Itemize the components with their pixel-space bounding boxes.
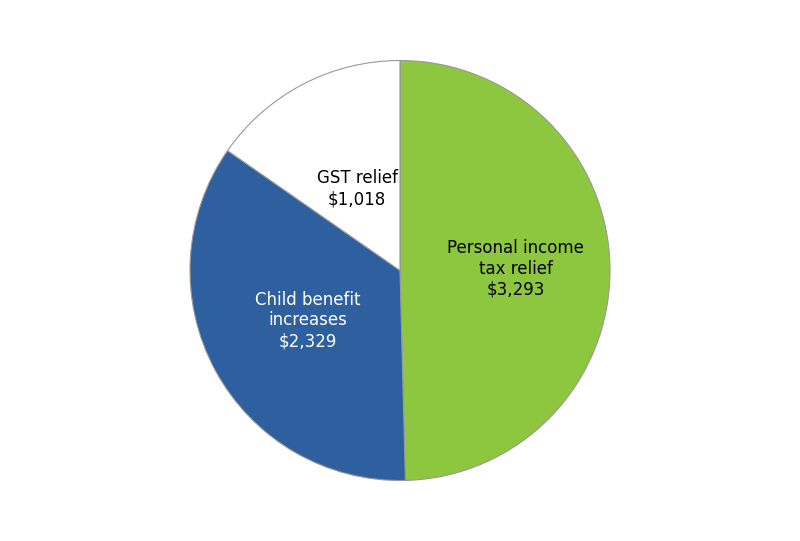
Text: Child benefit
increases
$2,329: Child benefit increases $2,329 [255, 291, 360, 350]
Wedge shape [400, 61, 610, 480]
Text: GST relief
$1,018: GST relief $1,018 [317, 169, 398, 208]
Text: Personal income
tax relief
$3,293: Personal income tax relief $3,293 [447, 239, 584, 299]
Wedge shape [227, 61, 400, 270]
Wedge shape [190, 150, 406, 480]
